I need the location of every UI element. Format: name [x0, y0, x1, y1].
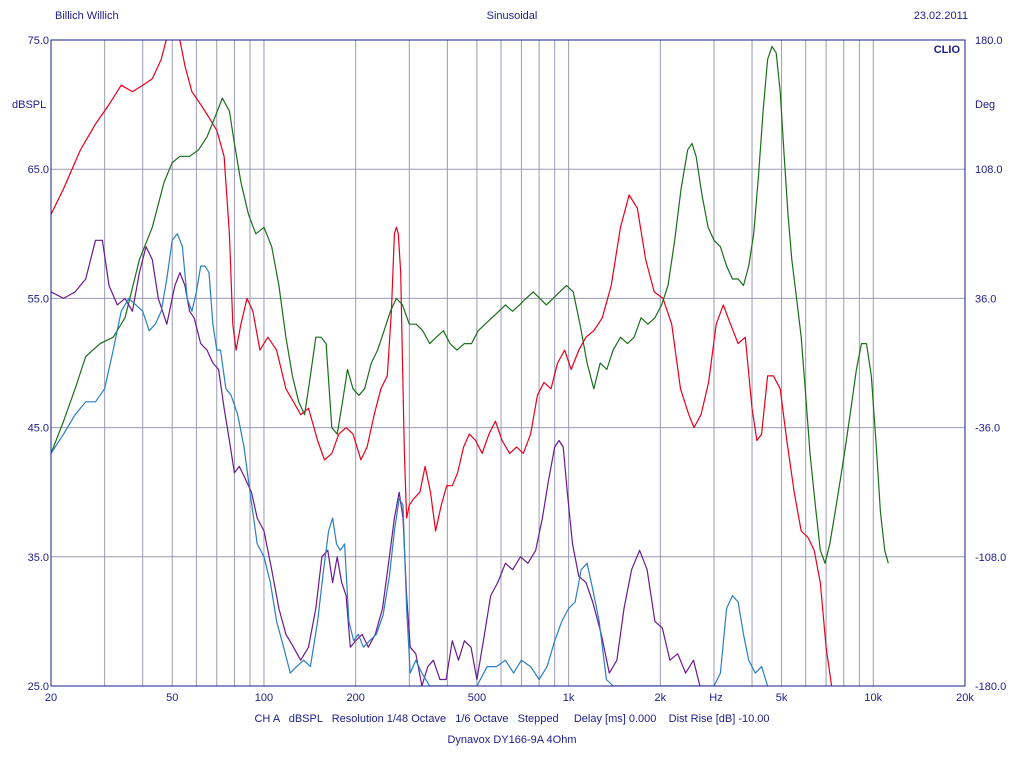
y2-tick-label: -36.0	[975, 423, 1000, 435]
x-tick-label: 50	[166, 692, 178, 704]
x-tick-label: 100	[255, 692, 273, 704]
footer-settings: CH A dBSPL Resolution 1/48 Octave 1/6 Oc…	[254, 713, 770, 725]
chart-grid	[51, 40, 965, 686]
x-tick-label: 10k	[864, 692, 882, 704]
x-tick-label: 20	[45, 692, 57, 704]
x-tick-label: 200	[346, 692, 364, 704]
header-left: Billich Willich	[55, 10, 119, 22]
y2-tick-label: -180.0	[975, 681, 1006, 693]
series-line-3	[51, 239, 701, 686]
series-line-2	[51, 45, 889, 564]
brand-label: CLIO	[934, 44, 961, 56]
x-unit-label: Hz	[709, 692, 722, 704]
footer-device: Dynavox DY166-9A 4Ohm	[447, 734, 577, 746]
y-axis-label: dBSPL	[12, 99, 46, 111]
y2-tick-label: 36.0	[975, 293, 996, 305]
y2-tick-label: -108.0	[975, 552, 1006, 564]
y-tick-label: 35.0	[28, 552, 49, 564]
y-tick-label: 55.0	[28, 293, 49, 305]
x-tick-label: 500	[468, 692, 486, 704]
y-tick-label: 25.0	[28, 681, 49, 693]
chart-series	[51, 40, 889, 686]
y2-tick-label: 180.0	[975, 35, 1003, 47]
x-tick-label: 5k	[776, 692, 788, 704]
x-tick-label: 20k	[956, 692, 974, 704]
y-tick-label: 65.0	[28, 164, 49, 176]
plot-frame	[50, 39, 966, 687]
y2-axis-label: Deg	[975, 99, 995, 111]
chart-labels: 25.0 35.0 45.0 55.0 65.0 75.0 -180.0 -108.0 -36.…	[12, 35, 1006, 704]
x-tick-label: 2k	[655, 692, 667, 704]
series-line-1	[51, 40, 833, 686]
y-tick-label: 75.0	[28, 35, 49, 47]
series-line-4	[51, 233, 769, 686]
y2-tick-label: 108.0	[975, 164, 1003, 176]
y-tick-label: 45.0	[28, 423, 49, 435]
header-date: 23.02.2011	[913, 10, 968, 22]
header-center: Sinusoidal	[486, 10, 538, 22]
x-tick-label: 1k	[563, 692, 575, 704]
